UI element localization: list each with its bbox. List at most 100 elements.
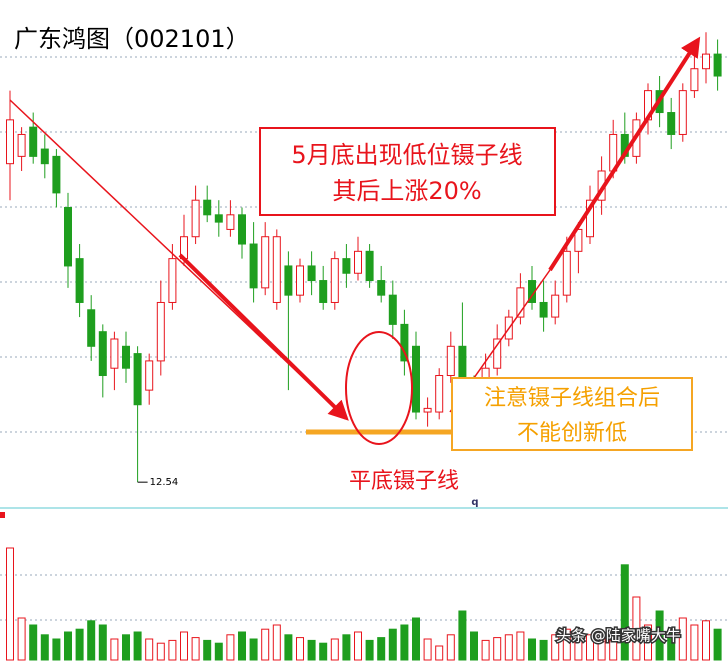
candle-body	[238, 214, 246, 245]
volume-bar	[365, 639, 374, 661]
volume-bar	[423, 638, 432, 661]
volume-bar	[75, 628, 84, 661]
candle-body	[562, 250, 571, 296]
volume-bar	[458, 610, 467, 661]
volume-bar	[133, 631, 142, 661]
volume-bar	[122, 634, 130, 661]
candle-body	[64, 207, 72, 267]
candle-body	[203, 199, 212, 216]
volume-bar	[388, 628, 397, 661]
volume-bar	[226, 634, 235, 661]
volume-bar	[690, 624, 699, 661]
candle-body	[284, 265, 293, 296]
volume-bar	[609, 639, 618, 661]
volume-bar	[238, 631, 246, 661]
candle-body	[226, 214, 235, 230]
annotation: 5月底出现低位镊子线	[291, 141, 522, 169]
volume-bar	[156, 642, 165, 661]
volume-bar	[214, 642, 223, 661]
volume-bar	[377, 637, 386, 661]
candle-body	[156, 301, 165, 362]
candle-body	[354, 250, 362, 274]
candle-body	[400, 323, 409, 362]
candle-body	[702, 53, 710, 70]
volume-bar	[203, 639, 212, 661]
volume-bar	[52, 638, 61, 661]
candle-body	[214, 214, 223, 223]
candle-body	[145, 360, 154, 391]
down-trend-arrow-head	[178, 253, 349, 421]
volume-bar	[667, 631, 676, 661]
volume-bar	[678, 617, 687, 661]
volume-bar	[64, 631, 72, 661]
candle-body	[75, 258, 84, 303]
candle-body	[319, 280, 328, 303]
candle-body	[330, 258, 339, 303]
volume-bar	[145, 638, 154, 661]
volume-bar	[342, 634, 351, 661]
volume-bar	[493, 637, 502, 661]
volume-bar	[330, 638, 339, 661]
volume-bar	[110, 638, 119, 661]
candle-body	[261, 236, 270, 289]
candle-body	[98, 331, 107, 377]
candle-body	[412, 345, 420, 413]
candle-body	[29, 126, 38, 157]
candle-body	[168, 258, 177, 303]
candle-body	[122, 345, 130, 369]
candle-body	[690, 68, 699, 92]
highlight-ellipse	[345, 331, 413, 445]
volume-bar	[87, 620, 96, 661]
volume-bar	[528, 638, 536, 661]
candle-body	[586, 199, 594, 238]
volume-bar	[504, 634, 513, 661]
volume-bar	[446, 634, 455, 661]
volume-bar	[655, 610, 664, 661]
candle-body	[667, 112, 676, 135]
up-trend-arrow-head	[548, 36, 701, 272]
volume-bar	[412, 617, 420, 661]
candle-body	[435, 375, 444, 413]
volume-bar	[272, 624, 281, 661]
candle-body	[307, 265, 316, 282]
volume-bar	[98, 624, 107, 661]
candle-body	[133, 353, 142, 406]
candle-body	[493, 338, 502, 369]
volume-bar	[180, 631, 188, 661]
candle-body	[87, 309, 96, 347]
candle-body	[539, 301, 548, 318]
volume-bar	[435, 645, 444, 661]
candle-body	[296, 265, 304, 296]
volume-bar	[284, 634, 293, 661]
volume-bar	[261, 628, 270, 661]
volume-bar	[17, 617, 26, 661]
volume-bar	[307, 639, 316, 661]
candle-body	[6, 119, 14, 165]
volume-bar	[191, 637, 200, 661]
candle-body	[551, 294, 560, 318]
candle-body	[272, 236, 281, 303]
volume-bar	[481, 639, 490, 661]
annotation: 不能创新低	[517, 421, 627, 446]
candle-body	[342, 258, 351, 274]
candle-body	[52, 155, 61, 194]
volume-bar	[29, 624, 38, 661]
candle-body	[678, 90, 687, 135]
volume-bar	[702, 620, 710, 661]
volume-bar	[296, 637, 304, 661]
volume-bar	[586, 634, 594, 661]
volume-bar	[6, 547, 14, 661]
candle-body	[423, 407, 432, 413]
note-box	[259, 127, 556, 216]
candle-body	[713, 53, 722, 77]
watermark: 头条 @陆家嘴大牛	[556, 627, 681, 645]
volume-bar	[574, 631, 583, 661]
candle-body	[516, 287, 525, 318]
volume-bar	[713, 628, 722, 661]
volume-bar	[620, 564, 629, 661]
volume-bar	[516, 631, 525, 661]
volume-bar	[551, 634, 560, 661]
candle-body	[110, 338, 119, 369]
volume-bar	[597, 637, 606, 661]
